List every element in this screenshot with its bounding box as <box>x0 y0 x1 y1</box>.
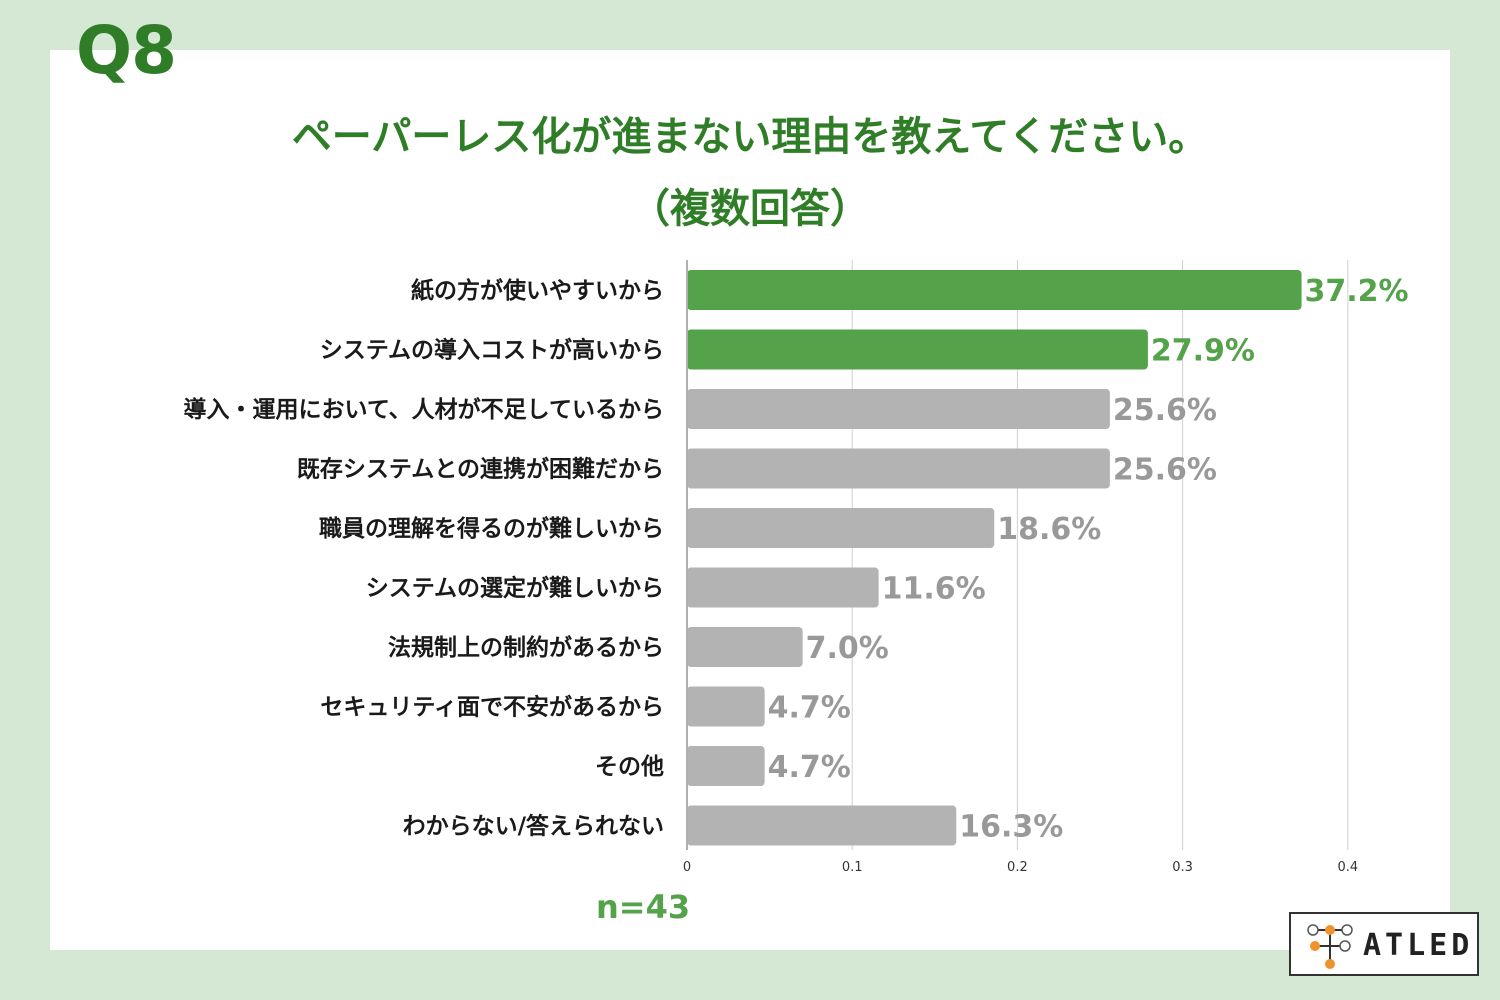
chart-subtitle: （複数回答） <box>630 186 870 232</box>
x-tick-label: 0.4 <box>1337 860 1358 875</box>
question-label: Q8 <box>76 12 177 89</box>
bar <box>687 508 995 548</box>
category-label: 紙の方が使いやすいから <box>411 277 664 304</box>
bar <box>687 448 1110 489</box>
category-label: その他 <box>595 754 664 780</box>
value-label: 11.6% <box>882 572 986 607</box>
value-label: 7.0% <box>806 631 889 666</box>
category-label: 既存システムとの連携が困難だから <box>297 456 664 483</box>
category-label: 法規制上の制約があるから <box>388 634 664 661</box>
logo-text: ATLED <box>1363 928 1474 963</box>
bar <box>687 270 1302 310</box>
x-tick-label: 0.3 <box>1172 860 1193 875</box>
value-label: 18.6% <box>997 512 1101 547</box>
chart-title: ペーパーレス化が進まない理由を教えてください。 <box>291 114 1209 160</box>
x-tick-label: 0.2 <box>1007 860 1028 875</box>
value-label: 37.2% <box>1305 274 1409 309</box>
chart-panel <box>50 50 1450 950</box>
bar <box>687 627 803 667</box>
category-label: 導入・運用において、人材が不足しているから <box>184 396 664 423</box>
value-label: 4.7% <box>768 750 851 785</box>
bar <box>687 746 765 786</box>
category-label: セキュリティ面で不安があるから <box>320 694 664 721</box>
bar <box>687 686 765 727</box>
category-label: わからない/答えられない <box>403 813 664 840</box>
category-label: システムの選定が難しいから <box>366 575 664 602</box>
bar <box>687 567 879 608</box>
bar <box>687 805 957 846</box>
category-label: システムの導入コストが高いから <box>320 337 664 364</box>
x-tick-label: 0 <box>683 860 691 875</box>
atled-logo: ATLED <box>1289 912 1479 976</box>
bar <box>687 389 1110 429</box>
value-label: 25.6% <box>1113 453 1217 488</box>
sample-size-label: n=43 <box>596 888 691 926</box>
value-label: 4.7% <box>768 691 851 726</box>
value-label: 25.6% <box>1113 393 1217 428</box>
x-tick-label: 0.1 <box>842 860 863 875</box>
value-label: 16.3% <box>959 810 1063 845</box>
bar <box>687 329 1148 370</box>
value-label: 27.9% <box>1151 334 1255 369</box>
logo-network-icon <box>1307 924 1353 969</box>
category-label: 職員の理解を得るのが難しいから <box>319 515 664 542</box>
